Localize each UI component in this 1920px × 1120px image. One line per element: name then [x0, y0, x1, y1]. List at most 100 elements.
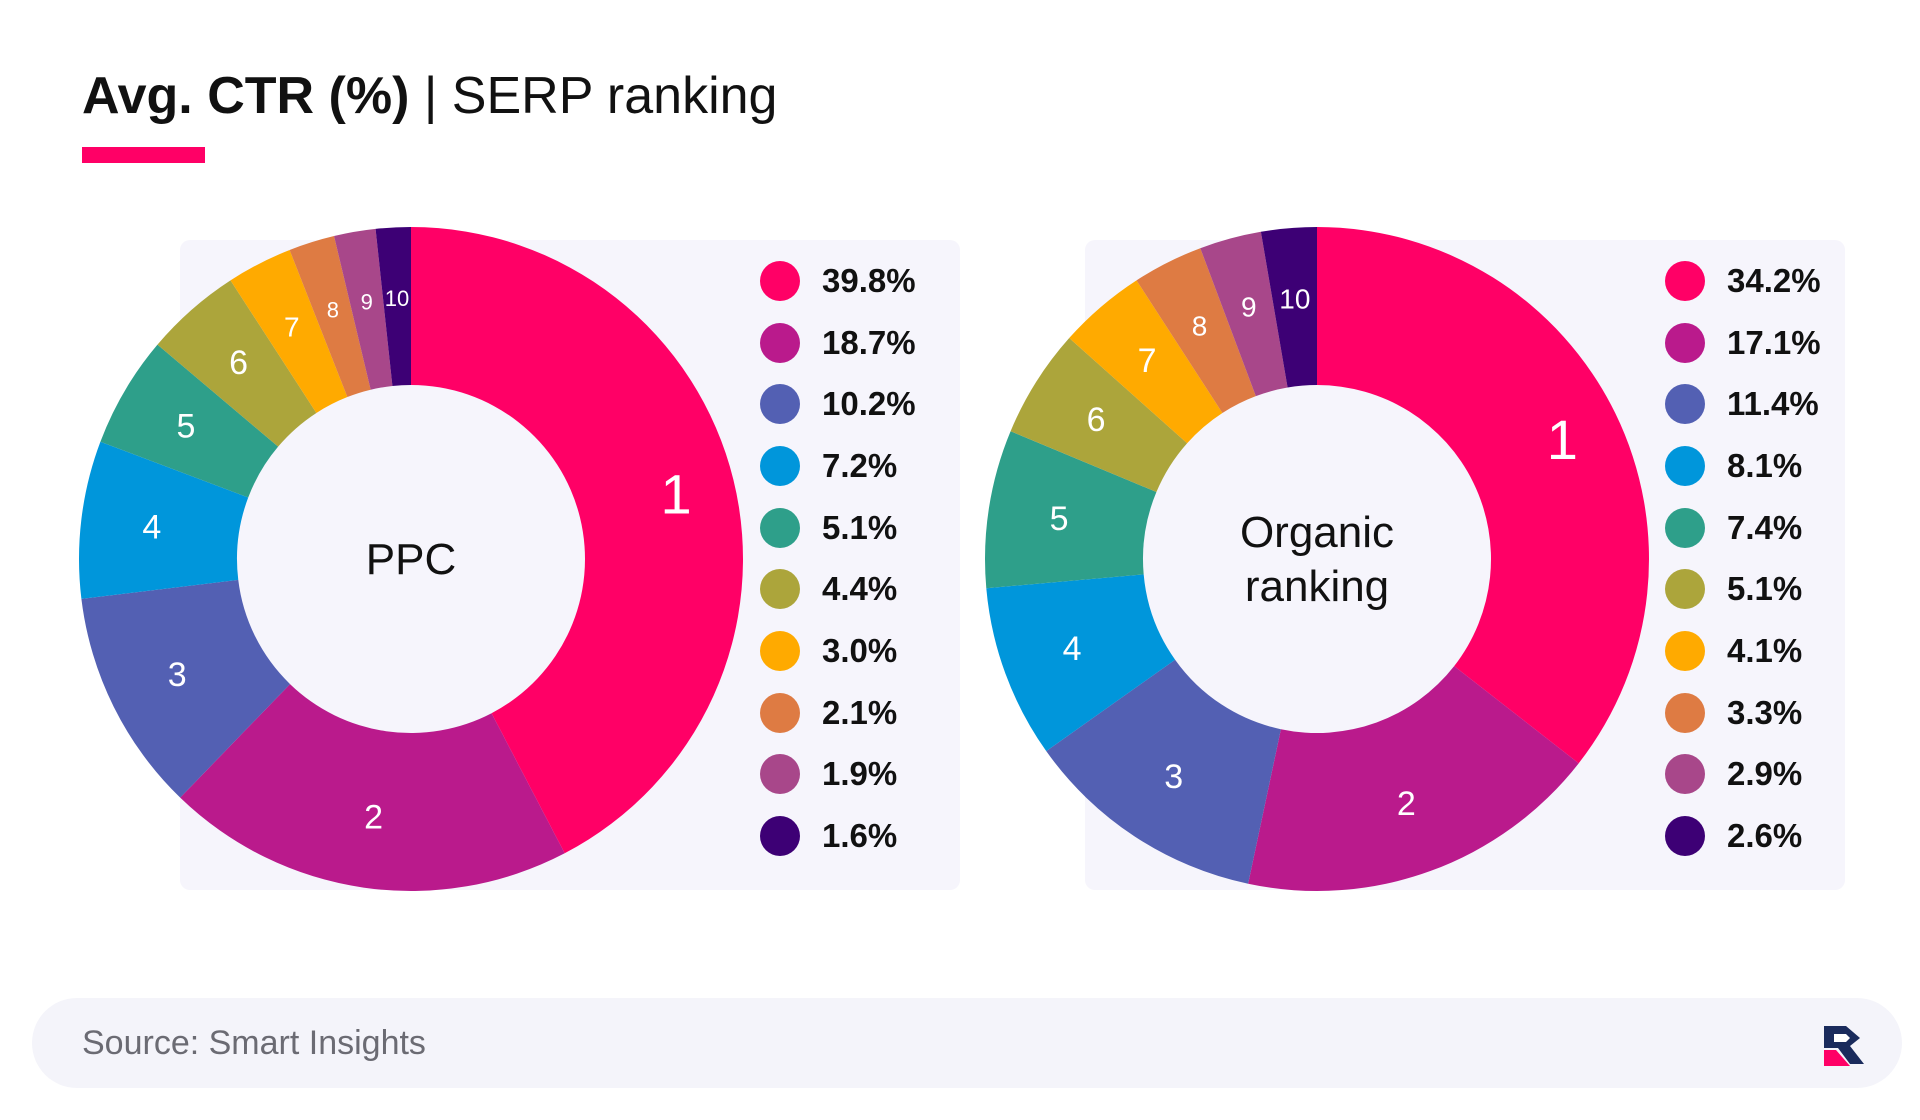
ppc-slice-rank-8	[289, 236, 371, 398]
ppc-legend-label: 3.0%	[822, 631, 898, 669]
organic-slice-rank-2	[1248, 666, 1579, 891]
organic-legend-label: 11.4%	[1727, 385, 1819, 423]
ppc-legend-swatch	[760, 507, 800, 548]
ppc-legend-swatch	[760, 692, 800, 733]
organic-slice-rank-9	[1200, 231, 1288, 397]
ppc-slice-label-5: 5	[177, 408, 196, 446]
footer-bar: Source: Smart Insights	[32, 998, 1902, 1088]
ppc-legend-label: 39.8%	[822, 261, 916, 299]
organic-legend-label: 7.4%	[1727, 508, 1803, 546]
ppc-legend-swatch	[760, 630, 800, 671]
ppc-slice-rank-3	[81, 579, 291, 798]
organic-legend-item: 2.9%	[1665, 744, 1875, 806]
ppc-slice-label-2: 2	[364, 798, 383, 836]
ppc-legend-label: 1.6%	[822, 817, 898, 855]
organic-legend-item: 7.4%	[1665, 497, 1875, 559]
ppc-legend-item: 5.1%	[760, 497, 970, 559]
organic-slice-rank-10	[1260, 227, 1317, 388]
organic-slice-label-5: 5	[1050, 500, 1069, 538]
organic-slice-rank-7	[1069, 280, 1223, 444]
organic-legend-label: 34.2%	[1727, 261, 1821, 299]
organic-legend-item: 5.1%	[1665, 558, 1875, 620]
ppc-slice-rank-4	[78, 441, 249, 599]
organic-slice-label-4: 4	[1063, 630, 1082, 668]
ppc-legend-item: 1.9%	[760, 744, 970, 806]
organic-legend-label: 17.1%	[1727, 323, 1821, 361]
organic-slice-label-10: 10	[1279, 283, 1310, 314]
organic-legend-swatch	[1665, 569, 1705, 610]
organic-slice-rank-6	[1010, 338, 1188, 493]
organic-slice-rank-3	[1046, 659, 1281, 884]
organic-slice-label-9: 9	[1241, 292, 1257, 323]
ppc-slice-label-6: 6	[229, 344, 248, 382]
ppc-legend-item: 10.2%	[760, 373, 970, 435]
ppc-slice-rank-1	[411, 227, 743, 854]
ppc-legend-swatch	[760, 384, 800, 425]
ppc-legend-swatch	[760, 816, 800, 857]
organic-slice-rank-4	[986, 574, 1176, 752]
chart-title-metric: Avg. CTR (%)	[82, 67, 410, 125]
ppc-legend-label: 5.1%	[822, 508, 898, 546]
organic-legend-label: 8.1%	[1727, 446, 1803, 484]
ppc-legend-label: 1.9%	[822, 755, 898, 793]
organic-legend-item: 11.4%	[1665, 373, 1875, 435]
ppc-slice-label-8: 8	[327, 297, 339, 322]
ppc-legend-item: 18.7%	[760, 312, 970, 374]
organic-legend-swatch	[1665, 507, 1705, 548]
ppc-slice-label-3: 3	[168, 656, 187, 694]
ppc-donut: 1 2 3 4 56 7 8 9 10 PPC	[78, 227, 743, 891]
organic-slice-label-7: 7	[1138, 342, 1157, 380]
organic-legend: 34.2% 17.1% 11.4% 8.1% 7.4% 5.1% 4.1% 3.3% 2.9% 2…	[1665, 250, 1875, 867]
ppc-legend-item: 7.2%	[760, 435, 970, 497]
organic-legend-label: 2.9%	[1727, 755, 1803, 793]
organic-legend-swatch	[1665, 816, 1705, 857]
ppc-slice-rank-2	[180, 684, 565, 891]
ppc-slice-rank-6	[157, 280, 317, 447]
organic-legend-item: 8.1%	[1665, 435, 1875, 497]
ppc-legend-label: 18.7%	[822, 323, 916, 361]
ppc-legend-label: 4.4%	[822, 570, 898, 608]
organic-slice-rank-1	[1317, 227, 1649, 764]
ppc-legend-item: 39.8%	[760, 250, 970, 312]
ppc-slice-rank-5	[100, 344, 279, 498]
organic-slice-label-1: 1	[1547, 408, 1578, 471]
organic-legend-swatch	[1665, 692, 1705, 733]
organic-legend-swatch	[1665, 260, 1705, 301]
organic-slice-label-3: 3	[1164, 758, 1183, 796]
organic-slice-rank-8	[1136, 248, 1256, 413]
ppc-legend-swatch	[760, 569, 800, 610]
ppc-slice-rank-9	[334, 228, 393, 390]
ppc-slice-label-9: 9	[361, 289, 373, 314]
ppc-legend-item: 2.1%	[760, 682, 970, 744]
source-text: Source: Smart Insights	[82, 1024, 426, 1062]
ppc-slice-rank-7	[230, 249, 348, 413]
brand-logo-icon	[1824, 1026, 1864, 1066]
organic-slice-label-8: 8	[1192, 310, 1208, 341]
chart-title-separator: |	[409, 67, 452, 125]
ppc-legend-swatch	[760, 445, 800, 486]
organic-legend-swatch	[1665, 322, 1705, 363]
organic-donut: 1 2 3 4 5 67 8 9 10 Organic ranking	[984, 227, 1649, 891]
ppc-legend-item: 1.6%	[760, 805, 970, 867]
organic-slice-rank-5	[984, 431, 1157, 589]
organic-legend-swatch	[1665, 630, 1705, 671]
ppc-slice-label-10: 10	[385, 286, 409, 311]
ppc-legend: 39.8% 18.7% 10.2% 7.2% 5.1% 4.4% 3.0% 2.1% 1.9% 1…	[760, 250, 970, 867]
chart-title: Avg. CTR (%) | SERP ranking	[82, 62, 777, 130]
organic-legend-swatch	[1665, 445, 1705, 486]
ppc-slice-label-7: 7	[284, 311, 300, 342]
organic-slice-label-2: 2	[1397, 785, 1416, 823]
organic-legend-label: 3.3%	[1727, 693, 1803, 731]
ppc-legend-label: 10.2%	[822, 385, 916, 423]
organic-legend-label: 2.6%	[1727, 817, 1803, 855]
organic-slice-label-6: 6	[1087, 401, 1106, 439]
chart-title-subject: SERP ranking	[451, 67, 778, 125]
organic-legend-swatch	[1665, 384, 1705, 425]
ppc-legend-swatch	[760, 322, 800, 363]
ppc-slice-rank-10	[375, 227, 411, 386]
ppc-legend-swatch	[760, 754, 800, 795]
ppc-legend-item: 4.4%	[760, 558, 970, 620]
ppc-legend-label: 2.1%	[822, 693, 898, 731]
organic-center-label: Organic ranking	[1240, 508, 1394, 611]
